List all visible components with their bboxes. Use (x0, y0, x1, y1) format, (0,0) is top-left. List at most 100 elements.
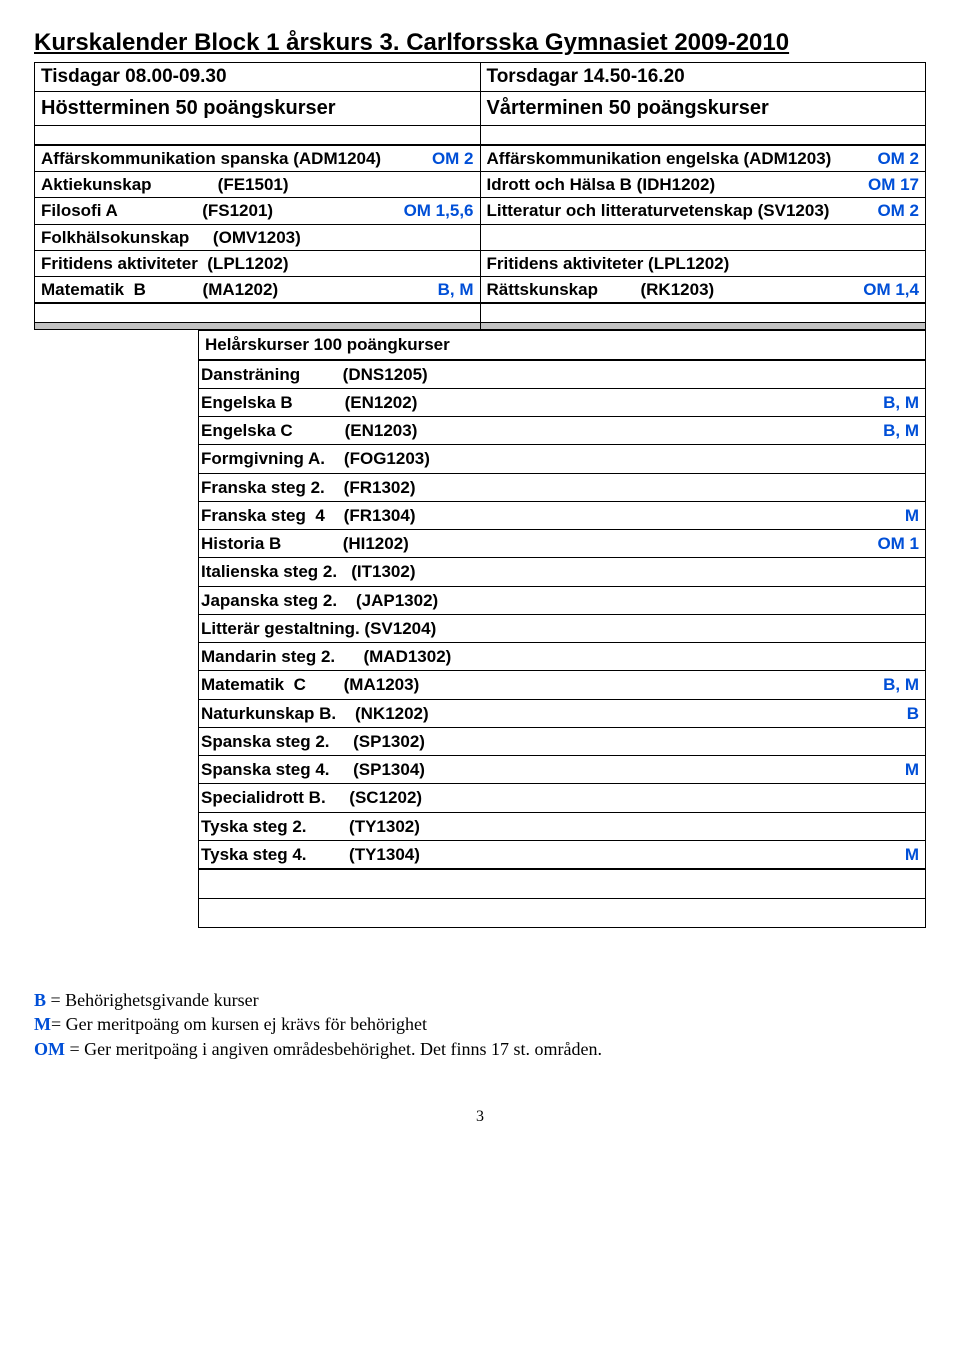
course-left-flag: OM 1,5,6 (404, 200, 474, 221)
annual-table: Helårskurser 100 poängkurser (34, 330, 926, 359)
annual-course: Formgivning A. (FOG1203) (199, 445, 926, 473)
course-left-label: Matematik B (MA1202) (41, 279, 278, 300)
indent-cell (34, 501, 199, 529)
page-number: 3 (34, 1107, 926, 1127)
annual-row: Naturkunskap B. (NK1202) B (34, 699, 926, 727)
indent-cell (34, 445, 199, 473)
annual-course: Spanska steg 4. (SP1304)M (199, 756, 926, 784)
annual-row: Spanska steg 2. (SP1302) (34, 727, 926, 755)
table-row: Filosofi A (FS1201)OM 1,5,6 Litteratur oc… (35, 198, 926, 224)
annual-row: Franska steg 4 (FR1304)M (34, 501, 926, 529)
course-left: Aktiekunskap (FE1501) (35, 172, 481, 198)
annual-course: Japanska steg 2. (JAP1302) (199, 586, 926, 614)
course-right-label: Rättskunskap (RK1203) (487, 279, 715, 300)
course-right: Affärskommunikation engelska (ADM1203) OM… (480, 145, 926, 171)
course-left: Folkhälsokunskap (OMV1203) (35, 224, 481, 250)
annual-course: Historia B (HI1202)OM 1 (199, 530, 926, 558)
annual-course: Matematik C (MA1203) B, M (199, 671, 926, 699)
course-table: Affärskommunikation spanska (ADM1204) OM … (34, 145, 926, 304)
term-right: Vårterminen 50 poängskurser (480, 91, 926, 125)
legend-m-text: = Ger meritpoäng om kursen ej krävs för … (51, 1014, 427, 1034)
annual-course-label: Specialidrott B. (SC1202) (201, 787, 422, 808)
table-row: Folkhälsokunskap (OMV1203) (35, 224, 926, 250)
annual-course-label: Spanska steg 2. (SP1302) (201, 731, 425, 752)
annual-course-label: Historia B (HI1202) (201, 533, 409, 554)
course-right-label: Fritidens aktiviteter (LPL1202) (487, 253, 730, 274)
annual-course-flag: M (905, 759, 919, 780)
legend: B = Behörighetsgivande kurser M= Ger mer… (34, 988, 926, 1061)
annual-course-label: Matematik C (MA1203) (201, 674, 419, 695)
annual-course: Specialidrott B. (SC1202) (199, 784, 926, 812)
annual-course-flag: M (905, 844, 919, 865)
course-left-flag: OM 2 (432, 148, 474, 169)
course-left-label: Affärskommunikation spanska (ADM1204) (41, 148, 381, 169)
indent-cell (34, 614, 199, 642)
table-row: Affärskommunikation spanska (ADM1204) OM … (35, 145, 926, 171)
annual-course-label: Dansträning (DNS1205) (201, 364, 428, 385)
indent-cell (34, 727, 199, 755)
time-left: Tisdagar 08.00-09.30 (35, 63, 481, 92)
indent-cell (34, 586, 199, 614)
annual-row: Historia B (HI1202)OM 1 (34, 530, 926, 558)
table-row: Aktiekunskap (FE1501)Idrott och Hälsa B … (35, 172, 926, 198)
annual-course-flag: B, M (883, 674, 919, 695)
indent-cell (34, 756, 199, 784)
indent-cell (34, 530, 199, 558)
course-left: Fritidens aktiviteter (LPL1202) (35, 250, 481, 276)
annual-course: Italienska steg 2. (IT1302) (199, 558, 926, 586)
annual-row: Spanska steg 4. (SP1304)M (34, 756, 926, 784)
annual-course: Tyska steg 2. (TY1302) (199, 812, 926, 840)
annual-course: Franska steg 2. (FR1302) (199, 473, 926, 501)
annual-row: Engelska B (EN1202)B, M (34, 388, 926, 416)
course-right-label: Litteratur och litteraturvetenskap (SV12… (487, 200, 830, 221)
course-right: Rättskunskap (RK1203) OM 1,4 (480, 277, 926, 303)
course-right (480, 224, 926, 250)
annual-course: Dansträning (DNS1205) (199, 360, 926, 388)
annual-row: Engelska C (EN1203)B, M (34, 417, 926, 445)
spacer-table (34, 303, 926, 330)
annual-row: Franska steg 2. (FR1302) (34, 473, 926, 501)
annual-course-label: Italienska steg 2. (IT1302) (201, 561, 415, 582)
indent-cell (34, 812, 199, 840)
annual-row: Matematik C (MA1203) B, M (34, 671, 926, 699)
term-left: Höstterminen 50 poängskurser (35, 91, 481, 125)
course-left: Affärskommunikation spanska (ADM1204) OM … (35, 145, 481, 171)
indent-cell (34, 388, 199, 416)
indent-cell (34, 473, 199, 501)
annual-course-label: Mandarin steg 2. (MAD1302) (201, 646, 451, 667)
indent-cell (34, 840, 199, 868)
annual-course-label: Japanska steg 2. (JAP1302) (201, 590, 438, 611)
annual-row: Tyska steg 4. (TY1304) M (34, 840, 926, 868)
top-table: Tisdagar 08.00-09.30 Torsdagar 14.50-16.… (34, 62, 926, 145)
time-right: Torsdagar 14.50-16.20 (480, 63, 926, 92)
annual-course: Engelska C (EN1203)B, M (199, 417, 926, 445)
course-left: Filosofi A (FS1201)OM 1,5,6 (35, 198, 481, 224)
course-right-label: Affärskommunikation engelska (ADM1203) (487, 148, 832, 169)
course-left-label: Folkhälsokunskap (OMV1203) (41, 227, 301, 248)
legend-b-sym: B (34, 990, 46, 1010)
course-right-label: Idrott och Hälsa B (IDH1202) (487, 174, 716, 195)
annual-course-label: Tyska steg 4. (TY1304) (201, 844, 420, 865)
annual-course-flag: B (907, 703, 919, 724)
annual-row: Tyska steg 2. (TY1302) (34, 812, 926, 840)
annual-header: Helårskurser 100 poängkurser (199, 331, 926, 359)
course-right-flag: OM 17 (868, 174, 919, 195)
table-row: Fritidens aktiviteter (LPL1202) Fritidens… (35, 250, 926, 276)
indent-cell (34, 417, 199, 445)
annual-course-label: Formgivning A. (FOG1203) (201, 448, 430, 469)
annual-course: Tyska steg 4. (TY1304) M (199, 840, 926, 868)
course-right-flag: OM 1,4 (863, 279, 919, 300)
indent-cell (34, 360, 199, 388)
page-title: Kurskalender Block 1 årskurs 3. Carlfors… (34, 28, 926, 58)
course-left: Matematik B (MA1202) B, M (35, 277, 481, 303)
indent-cell (34, 671, 199, 699)
annual-row: Litterär gestaltning. (SV1204) (34, 614, 926, 642)
course-right: Idrott och Hälsa B (IDH1202) OM 17 (480, 172, 926, 198)
annual-course-label: Naturkunskap B. (NK1202) (201, 703, 429, 724)
course-right-flag: OM 2 (877, 200, 919, 221)
course-left-flag: B, M (438, 279, 474, 300)
annual-course-label: Franska steg 2. (FR1302) (201, 477, 415, 498)
annual-course-flag: B, M (883, 392, 919, 413)
annual-body: Dansträning (DNS1205) Engelska B (EN1202)… (34, 360, 926, 870)
course-right-flag: OM 2 (877, 148, 919, 169)
